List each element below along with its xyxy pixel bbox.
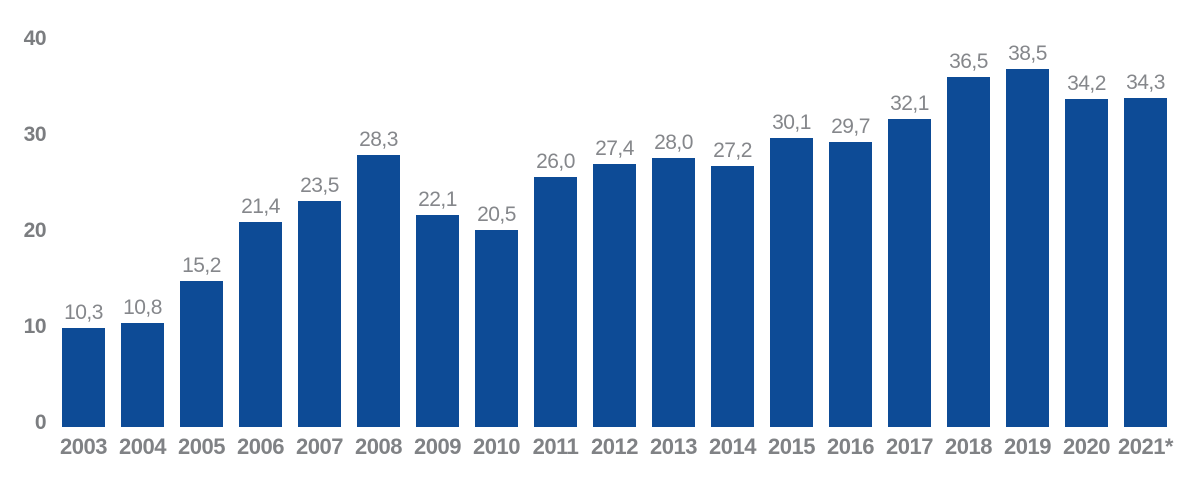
y-axis-tick-label: 20 [23,219,47,242]
x-axis-label: 2006 [237,434,284,459]
bar-value-label: 10,3 [64,301,103,325]
bar-value-label: 38,5 [1008,42,1047,65]
bar-group: 10,3 2003 [60,43,107,458]
bar[interactable] [652,158,695,427]
x-axis-label: 2008 [355,434,402,459]
y-axis-tick-label: 0 [34,411,47,434]
bar-value-label: 32,1 [890,91,929,115]
bar[interactable] [888,118,931,427]
bar-group: 21,4 2006 [237,43,284,457]
bar-value-label: 34,2 [1067,71,1106,95]
bar-value-label: 21,4 [241,194,280,218]
bar-value-label: 29,7 [831,114,870,138]
bar[interactable] [534,177,577,427]
bar-value-label: 23,5 [300,174,339,198]
bar[interactable] [593,163,636,427]
x-axis-label: 2009 [414,434,461,459]
x-axis-label: 2017 [886,434,933,459]
bar[interactable] [357,155,400,427]
x-axis-label: 2004 [119,434,166,459]
x-axis-label: 2014 [709,434,756,459]
bar-value-label: 30,1 [772,111,811,135]
bar-group: 23,5 2007 [296,43,343,458]
bar-group: 22,1 2009 [414,43,461,457]
bar-group: 20,5 2010 [473,43,520,458]
bar[interactable] [711,165,754,427]
bar[interactable] [947,76,990,427]
x-axis-label: 2011 [532,434,579,459]
x-axis-label: 2016 [827,434,874,459]
bar-group: 36,5 2018 [945,43,992,457]
bar-group: 15,2 2005 [178,43,225,458]
x-axis-label: 2012 [591,434,638,459]
bar-group: 34,2 2020 [1063,43,1110,457]
bar-value-label: 20,5 [477,203,516,227]
bar-group: 10,8 2004 [119,43,166,458]
y-axis: 0 10 20 30 40 [0,0,47,488]
bar-value-label: 15,2 [182,254,221,278]
bar-value-label: 34,3 [1126,70,1165,94]
x-axis-label: 2010 [473,434,520,459]
bar[interactable] [1006,69,1049,427]
bar-group: 29,7 2016 [827,43,874,457]
bar-group: 28,0 2013 [650,43,697,458]
bar-group: 32,1 2017 [886,43,933,457]
y-axis-tick-label: 30 [23,123,47,146]
bar[interactable] [121,323,164,427]
bar[interactable] [180,281,223,427]
bar[interactable] [770,138,813,427]
bar-group: 30,1 2015 [768,43,815,458]
bar-group: 27,4 2012 [591,43,638,457]
bar-group: 28,3 2008 [355,43,402,458]
bar-value-label: 28,0 [654,131,693,155]
bar-value-label: 27,2 [713,138,752,162]
bar-group: 38,5 2019 [1004,42,1051,458]
bar-value-label: 28,3 [359,128,398,152]
y-axis-tick-label: 40 [23,27,47,50]
bar[interactable] [239,221,282,427]
bar-value-label: 27,4 [595,136,634,160]
bar[interactable] [298,201,341,427]
bar-group: 27,2 2014 [709,43,756,457]
plot-area: 10,3 2003 10,8 2004 15,2 2005 21,4 2006 23,5 2007… [60,42,1174,458]
x-axis-label: 2020 [1063,434,1110,459]
bar-value-label: 36,5 [949,49,988,73]
bar-value-label: 22,1 [418,187,457,211]
bar-group: 26,0 2011 [533,43,579,458]
bar[interactable] [1124,97,1167,427]
bar[interactable] [1065,98,1108,427]
x-axis-label: 2013 [650,434,697,459]
bar[interactable] [416,214,459,427]
x-axis-label: 2015 [768,434,815,459]
y-axis-tick-label: 10 [23,315,47,338]
x-axis-label: 2021* [1117,434,1174,459]
x-axis-label: 2007 [296,434,343,459]
x-axis-label: 2005 [178,434,225,459]
bar-group: 34,3 2021* [1118,43,1174,457]
bar-value-label: 26,0 [536,150,575,174]
bar-value-label: 10,8 [123,296,162,320]
x-axis-label: 2003 [60,434,107,459]
bar[interactable] [829,141,872,427]
x-axis-label: 2019 [1004,434,1051,459]
bar[interactable] [475,230,518,427]
x-axis-label: 2018 [945,434,992,459]
bar[interactable] [62,328,105,427]
